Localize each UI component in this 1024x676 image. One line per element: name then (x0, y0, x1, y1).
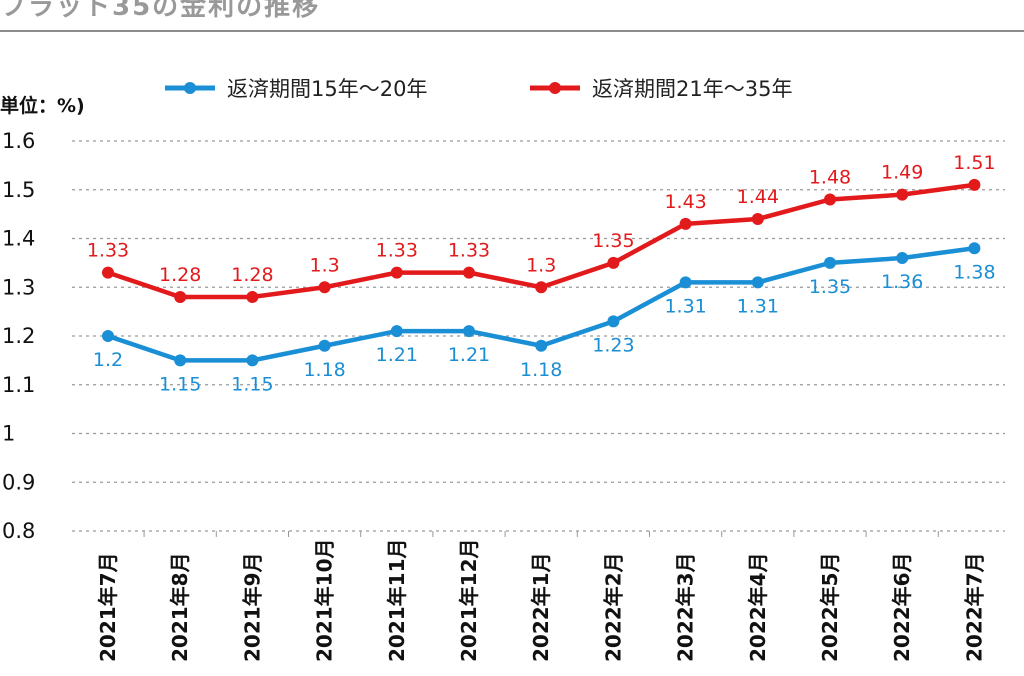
data-label: 1.28 (159, 264, 201, 286)
x-tick-label: 2022年3月 (674, 552, 698, 662)
x-tick-label: 2022年2月 (601, 552, 625, 662)
x-tick-label: 2022年6月 (890, 552, 914, 662)
y-tick-label: 1.5 (2, 178, 35, 202)
data-label: 1.31 (737, 295, 779, 317)
legend-label: 返済期間21年～35年 (592, 77, 792, 101)
data-point (751, 276, 764, 289)
x-tick-label: 2022年1月 (529, 552, 553, 662)
data-label: 1.15 (159, 373, 201, 395)
x-tick-label: 2022年7月 (962, 552, 986, 662)
legend-swatch-marker (549, 82, 561, 94)
y-tick-label: 0.9 (2, 470, 35, 494)
data-point (246, 291, 259, 303)
data-label: 1.35 (809, 276, 851, 298)
data-label: 1.44 (737, 186, 779, 208)
data-label: 1.18 (520, 359, 562, 381)
data-point (824, 193, 836, 206)
data-point (679, 276, 692, 289)
data-label: 1.51 (953, 152, 995, 174)
x-tick-label: 2021年9月 (240, 552, 264, 662)
x-tick-label: 2021年11月 (385, 539, 409, 663)
data-point (174, 354, 187, 367)
data-label: 1.3 (526, 254, 556, 276)
y-tick-label: 1 (2, 422, 15, 446)
data-label: 1.33 (87, 240, 129, 262)
data-point (607, 315, 620, 328)
data-label: 1.36 (881, 271, 923, 293)
y-tick-label: 1.4 (2, 227, 35, 251)
data-label: 1.3 (309, 254, 339, 276)
data-label: 1.33 (448, 240, 490, 262)
data-label: 1.43 (664, 191, 706, 213)
x-tick-label: 2021年8月 (168, 552, 192, 662)
data-point (318, 281, 331, 294)
data-label: 1.31 (664, 295, 706, 317)
data-point (535, 339, 548, 352)
x-tick-label: 2022年4月 (746, 552, 770, 662)
x-tick-label: 2021年10月 (313, 539, 337, 663)
data-point (535, 281, 548, 294)
data-point (896, 188, 909, 201)
data-label: 1.48 (809, 167, 851, 189)
data-point (174, 291, 187, 303)
data-label: 1.2 (93, 349, 123, 371)
data-label: 1.38 (953, 261, 995, 283)
data-point (246, 354, 259, 367)
data-point (824, 256, 836, 269)
legend-label: 返済期間15年～20年 (227, 77, 427, 101)
y-tick-label: 0.8 (2, 519, 35, 543)
data-point (390, 266, 403, 279)
data-point (102, 330, 114, 342)
data-point (463, 325, 475, 338)
x-tick-label: 2021年7月 (96, 552, 120, 662)
data-point (679, 217, 692, 230)
data-label: 1.49 (881, 162, 923, 184)
data-label: 1.33 (376, 240, 418, 262)
data-point (607, 256, 620, 269)
data-point (390, 325, 403, 338)
data-point (463, 266, 475, 279)
x-tick-label: 2021年12月 (457, 539, 481, 663)
data-point (318, 339, 331, 352)
data-label: 1.21 (376, 344, 418, 366)
y-tick-label: 1.2 (2, 324, 35, 348)
data-label: 1.23 (592, 334, 634, 356)
legend-swatch-marker (184, 82, 196, 94)
data-point (751, 213, 764, 225)
data-point (968, 178, 981, 191)
data-point (896, 252, 909, 264)
chart-title-cropped: フラット35の金利の推移 (0, 0, 321, 22)
y-tick-label: 1.3 (2, 275, 35, 299)
data-label: 1.28 (231, 264, 273, 286)
data-label: 1.18 (303, 359, 345, 381)
y-tick-label: 1.6 (2, 129, 35, 153)
data-point (968, 242, 981, 255)
x-tick-label: 2022年5月 (818, 552, 842, 662)
data-label: 1.35 (592, 230, 634, 252)
y-unit-label: 単位：%) (0, 94, 85, 117)
data-label: 1.15 (231, 373, 273, 395)
data-label: 1.21 (448, 344, 490, 366)
data-point (102, 266, 114, 279)
y-tick-label: 1.1 (2, 373, 35, 397)
chart-title-strip: フラット35の金利の推移 (0, 0, 1024, 32)
